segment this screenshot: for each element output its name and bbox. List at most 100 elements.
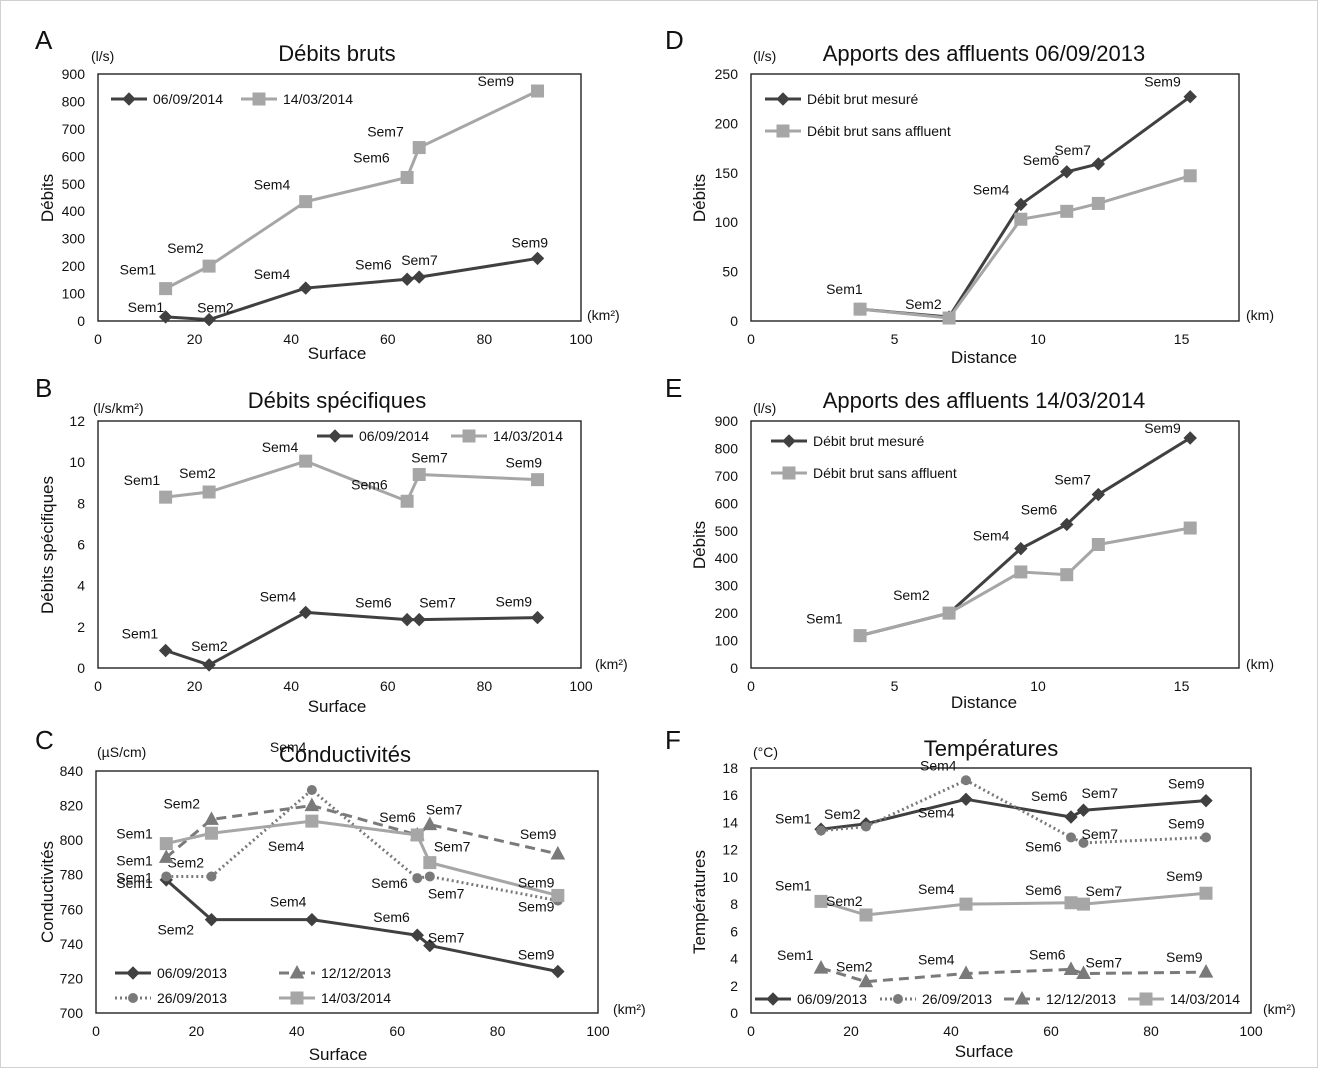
legend-entry: 26/09/2013 [880,991,992,1007]
data-point [1014,565,1028,579]
y-tick-label: 50 [722,264,738,280]
legend-marker [776,124,790,138]
y-unit-label: (°C) [753,744,778,760]
series-line [165,610,538,667]
point-label: Sem4 [254,266,291,282]
legend-marker [1139,992,1153,1006]
x-tick-label: 20 [187,331,203,347]
data-point [861,821,871,832]
data-point [959,792,973,807]
point-label: Sem9 [1166,868,1203,884]
chart-panel-c: C Conductivités (µS/cm) (km²) Surface Conduct… [35,725,646,1064]
data-point [305,814,319,828]
series-1: Sem4 Sem6 Sem7 Sem9 [816,757,1211,854]
series-line [165,804,559,859]
point-label: Sem7 [419,595,456,611]
y-tick-label: 800 [60,832,84,848]
point-label: Sem9 [1144,420,1181,436]
data-point [400,494,414,508]
y-tick-label: 740 [60,936,84,952]
point-label: Sem6 [353,149,390,165]
x-tick-label: 10 [1030,331,1046,347]
series-line [820,797,1207,831]
point-label: Sem2 [179,465,216,481]
point-label: Sem9 [1144,74,1181,90]
series-0: Sem1 Sem2 Sem4 Sem6 Sem7 Sem9 [806,420,1197,643]
point-label: Sem1 [777,947,814,963]
y-tick-label: 780 [60,867,84,883]
point-label: Sem1 [122,626,159,642]
point-label: Sem9 [1166,949,1203,965]
data-point [1183,521,1197,535]
point-label: Sem6 [1031,788,1068,804]
data-point [202,485,216,499]
legend-marker [122,92,136,106]
x-axis-title: Distance [951,348,1017,367]
point-label: Sem7 [1082,785,1119,801]
data-point [1183,431,1197,445]
point-label: Sem1 [120,262,157,278]
data-point [412,873,423,884]
data-point [1076,965,1091,980]
data-point [304,797,320,812]
point-label: Sem6 [1025,838,1062,854]
x-tick-label: 100 [1239,1023,1263,1039]
data-point [412,270,426,284]
x-axis-title: Surface [308,697,367,716]
legend-entry: 06/09/2014 [111,91,223,107]
y-tick-label: 12 [69,413,85,429]
data-point [424,871,435,882]
x-tick-label: 10 [1030,678,1046,694]
point-label: Sem1 [116,875,153,891]
data-point [1077,897,1090,911]
legend-label: 12/12/2013 [321,965,391,981]
y-axis-title: Débits [690,521,709,569]
data-point [298,281,313,295]
series-1 [853,521,1197,643]
legend-marker [782,466,796,480]
data-point [202,312,216,327]
point-label: Sem6 [1021,501,1058,517]
data-point [400,170,414,184]
point-label: Sem7 [1082,826,1119,842]
point-label: Sem2 [905,296,942,312]
x-tick-label: 0 [92,1023,100,1039]
legend-label: 14/03/2014 [1170,991,1240,1007]
y-tick-label: 600 [62,148,86,164]
chart-title: Apports des affluents 14/03/2014 [823,388,1146,413]
point-label: Sem4 [268,838,305,854]
x-tick-label: 60 [1043,1023,1059,1039]
point-label: Sem2 [836,959,873,975]
x-unit-label: (km²) [595,656,628,672]
chart-title: Débits spécifiques [248,388,427,413]
data-point [531,84,545,98]
data-point [1014,212,1028,226]
point-label: Sem4 [260,588,297,604]
point-label: Sem2 [167,854,204,870]
y-tick-label: 8 [730,896,738,912]
x-tick-label: 5 [891,678,899,694]
legend-entry: Débit brut mesuré [771,433,924,449]
x-tick-label: 0 [747,1023,755,1039]
point-label: Sem6 [1029,946,1066,962]
legend-entry: 14/03/2014 [279,990,391,1006]
point-label: Sem1 [116,869,153,885]
y-tick-label: 0 [730,660,738,676]
data-point [1014,541,1028,556]
data-point [159,490,173,504]
point-label: Sem1 [128,299,165,315]
data-point [1201,832,1211,843]
legend-entry: 06/09/2013 [755,991,867,1007]
data-point [1183,90,1197,104]
x-tick-label: 80 [477,331,493,347]
y-tick-label: 8 [77,495,85,511]
x-unit-label: (km²) [587,307,620,323]
data-point [412,141,426,155]
point-label: Sem6 [379,809,416,825]
legend-label: Débit brut sans affluent [813,465,957,481]
legend-marker [782,434,796,448]
y-axis-title: Conductivités [38,841,57,943]
series-line [859,174,1191,320]
x-tick-label: 5 [891,331,899,347]
